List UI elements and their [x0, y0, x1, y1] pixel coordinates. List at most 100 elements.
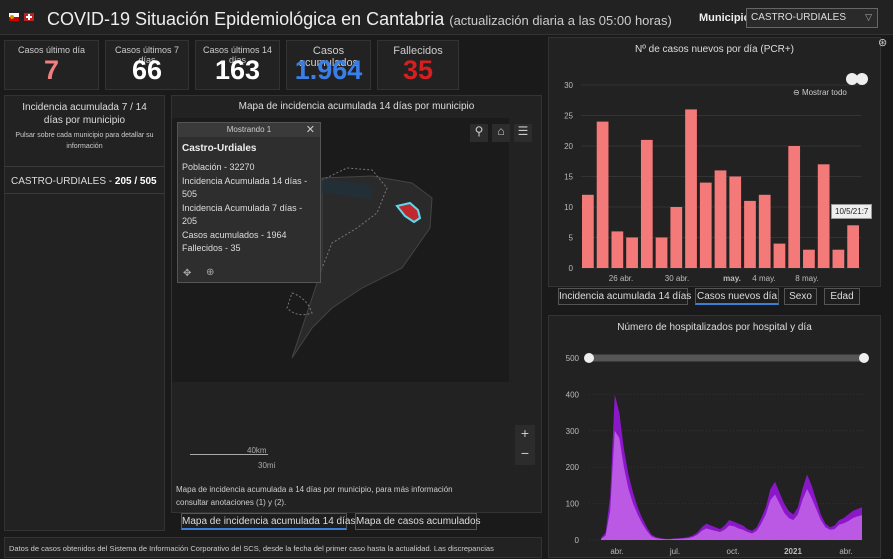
bar-tooltip: 10/5/21:7 — [831, 204, 873, 219]
map-title: Mapa de incidencia acumulada 14 días por… — [238, 101, 475, 112]
app-header: COVID-19 Situación Epidemiológica en Can… — [0, 0, 893, 35]
footer-text: Datos de casos obtenidos del Sistema de … — [9, 544, 494, 553]
y-tick-label: 100 — [566, 500, 580, 509]
bar — [758, 194, 771, 268]
close-icon[interactable]: ✕ — [305, 124, 315, 136]
zoom-out-button[interactable]: − — [515, 445, 535, 465]
y-tick-label: 10 — [564, 203, 573, 212]
y-tick-label: 25 — [564, 112, 573, 121]
hosp-chart-panel: Número de hospitalizados por hospital y … — [548, 315, 881, 558]
municipio-label: Municipio — [699, 12, 751, 24]
kpi-label: Fallecidos — [393, 45, 443, 57]
x-tick-label: oct. — [727, 547, 740, 556]
y-tick-label: 20 — [564, 142, 573, 151]
area-series — [601, 430, 862, 540]
popup-line: Incidencia Acumulada 14 días - 505 — [182, 175, 308, 200]
cases-chart-title: Nº de casos nuevos por día (PCR+) — [634, 44, 794, 55]
popup-line: Fallecidos - 35 — [182, 243, 241, 253]
bar — [596, 121, 609, 268]
hosp-area-chart[interactable]: 0 100 200 300 400 500 abr. jul. oct. 2021 abr. — [549, 316, 882, 559]
map-tab[interactable]: Mapa de casos acumulados — [355, 513, 481, 530]
legend-list-icon[interactable]: ☰ — [514, 124, 532, 142]
chart-tab[interactable]: Casos nuevos día — [695, 288, 779, 305]
zoom-to-icon[interactable]: ⊕ — [206, 267, 215, 278]
x-tick-label: abr. — [839, 547, 852, 556]
municipio-select[interactable]: CASTRO-URDIALES ▽ — [746, 8, 878, 28]
map-panel: Mapa de incidencia acumulada 14 días por… — [171, 95, 542, 513]
popup-header: Mostrando 1 — [178, 123, 320, 137]
x-tick-label: 2021 — [784, 547, 802, 556]
y-tick-label: 200 — [566, 463, 580, 472]
x-tick-label: 8 may. — [795, 274, 818, 283]
zoom-in-button[interactable]: + — [515, 425, 535, 445]
chart-tab[interactable]: Edad — [824, 288, 860, 305]
cases-bar-chart[interactable]: 0 5 10 15 20 25 30 26 abr. 30 abr. may. 4 may. 8 ma… — [549, 38, 882, 288]
municipio-selected-value: CASTRO-URDIALES — [751, 12, 847, 23]
bar — [699, 182, 712, 268]
bar — [773, 243, 786, 268]
kpi-value: 66 — [131, 55, 163, 85]
chart-tab[interactable]: Sexo — [784, 288, 817, 305]
map-popup: Mostrando 1 ✕ Castro-Urdiales Población … — [177, 122, 321, 283]
kpi-value: 35 — [402, 55, 434, 85]
range-handle-right[interactable] — [856, 73, 868, 85]
bar — [685, 109, 697, 269]
y-tick-label: 300 — [566, 427, 580, 436]
bar — [803, 249, 815, 268]
bar — [788, 146, 801, 268]
page-title: COVID-19 Situación Epidemiológica en Can… — [47, 9, 672, 29]
kpi-value: 163 — [214, 55, 261, 85]
range-handle-left — [584, 353, 594, 363]
kpi-value: 7 — [43, 55, 60, 85]
bar — [744, 200, 756, 268]
range-handle-left[interactable] — [846, 73, 858, 85]
kpi-value: 1.964 — [294, 55, 363, 85]
chart-tab[interactable]: Incidencia acumulada 14 días — [558, 288, 691, 305]
incidence-row[interactable]: CASTRO-URDIALES - 205 / 505 — [11, 176, 157, 187]
settings-icon[interactable]: ⊛ — [878, 37, 888, 49]
kpi-label: Casos últimos 7 días — [114, 45, 180, 65]
bar — [611, 231, 624, 268]
incidence-row-value: 205 / 505 — [114, 176, 157, 187]
cases-chart-panel: Nº de casos nuevos por día (PCR+) 0 5 10 15… — [548, 37, 881, 287]
y-tick-label: 400 — [566, 390, 580, 399]
map-note: Mapa de incidencia acumulada a 14 días p… — [176, 485, 453, 507]
kpi-card: Casos acumulados 1.964 — [286, 40, 371, 90]
range-handle-right — [859, 353, 869, 363]
incidence-hint: Pulsar sobre cada municipio para detalla… — [15, 132, 154, 150]
pan-icon[interactable]: ✥ — [183, 268, 192, 279]
bar — [626, 237, 638, 268]
popup-line: Incidencia Acumulada 7 días - 205 — [182, 202, 303, 227]
incidence-title: Incidencia acumulada 7 / 14 días por mun… — [22, 102, 147, 126]
hosp-chart-title: Número de hospitalizados por hospital y … — [617, 322, 812, 333]
search-icon[interactable]: ⚲ — [470, 124, 488, 142]
bar — [817, 164, 830, 268]
bar — [729, 176, 742, 268]
footer-note: Datos de casos obtenidos del Sistema de … — [4, 537, 542, 558]
show-all-label: Mostrar todo — [801, 88, 847, 97]
kpi-card: Casos últimos 7 días 66 — [105, 40, 189, 90]
popup-name: Castro-Urdiales — [182, 143, 257, 154]
y-tick-label: 15 — [564, 173, 573, 182]
bar — [832, 249, 845, 268]
home-icon[interactable]: ⌂ — [492, 124, 510, 142]
x-tick-label: 26 abr. — [609, 274, 633, 283]
scale-mi: 30mi — [258, 461, 276, 470]
cantabria-flag-icon — [9, 13, 19, 21]
y-tick-label: 500 — [566, 354, 580, 363]
kpi-card: Casos últimos 14 días 163 — [195, 40, 280, 90]
y-tick-label: 30 — [564, 81, 573, 90]
chevron-down-icon: ▽ — [865, 12, 872, 22]
zoom-out-icon: ⊖ — [793, 88, 800, 97]
x-tick-label: jul. — [669, 547, 680, 556]
x-tick-label: abr. — [610, 547, 623, 556]
kpi-label: Casos acumulados — [298, 45, 359, 69]
page-subtitle: (actualización diaria a las 05:00 horas) — [449, 13, 672, 28]
kpi-label: Casos últimos 14 días — [202, 45, 273, 65]
show-all-button[interactable]: ⊖ Mostrar todo — [793, 88, 847, 97]
bar — [670, 207, 683, 268]
bar — [714, 170, 727, 268]
popup-line: Población - 32270 — [182, 162, 255, 172]
map-tab[interactable]: Mapa de incidencia acumulada 14 días — [181, 513, 355, 530]
bar — [582, 194, 594, 268]
